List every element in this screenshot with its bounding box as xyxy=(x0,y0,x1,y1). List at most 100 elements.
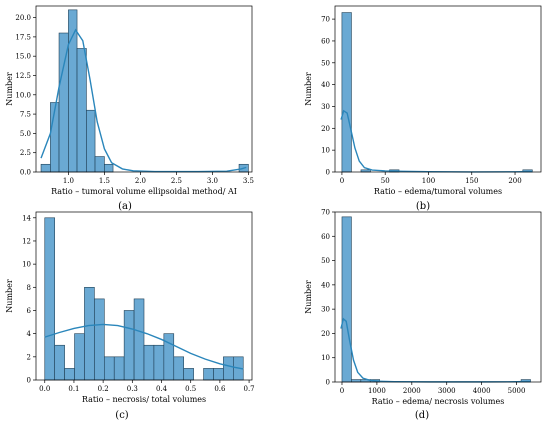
y-tick-label: 0 xyxy=(326,379,330,387)
panel-a: (a) 1.0 1.5 2.0 2.5 3.0 3.5 0.0 2.5 5.0 7.5 10.0 12… xyxy=(5,5,254,212)
y-tick-label: 30 xyxy=(321,306,330,314)
y-tick-label: 10 xyxy=(321,354,330,362)
y-tick-label: 2 xyxy=(27,353,31,361)
y-tick-label: 17.5 xyxy=(15,33,31,41)
y-tick-label: 60 xyxy=(321,233,330,241)
x-tick-label: 0.3 xyxy=(127,385,138,393)
histogram-bar xyxy=(40,163,51,173)
y-tick-label: 0 xyxy=(27,377,31,385)
axes-frame xyxy=(334,211,542,383)
y-tick-label: 8 xyxy=(27,284,31,292)
x-tick-label: 0 xyxy=(340,387,344,395)
axes-frame xyxy=(334,5,542,173)
x-tick-label: 1.5 xyxy=(99,177,110,185)
x-tick-label: 0.2 xyxy=(98,385,109,393)
axes-frame xyxy=(35,211,253,381)
panel-c-caption: (c) xyxy=(115,410,129,421)
y-axis-label: Number xyxy=(5,72,14,106)
x-tick-label: 0.1 xyxy=(68,385,79,393)
y-tick-label: 10.0 xyxy=(15,91,31,99)
y-tick-label: 70 xyxy=(321,16,330,24)
y-tick-label: 40 xyxy=(321,81,330,89)
histogram-bar xyxy=(113,356,125,381)
y-tick-label: 20 xyxy=(321,125,330,133)
y-tick-label: 6 xyxy=(27,307,32,315)
histogram-bar xyxy=(351,379,362,383)
x-axis-label: Ratio – edema/tumoral volumes xyxy=(374,187,502,196)
x-tick-label: 2.5 xyxy=(171,177,182,185)
histogram-bar xyxy=(84,287,95,381)
y-tick-label: 20 xyxy=(321,330,330,338)
histogram-bar xyxy=(86,109,96,173)
y-tick-label: 4 xyxy=(27,330,32,338)
histogram-bar xyxy=(54,344,65,381)
y-tick-label: 50 xyxy=(321,257,330,265)
x-tick-label: 2.0 xyxy=(135,177,146,185)
y-tick-label: 20.0 xyxy=(15,14,31,22)
y-tick-label: 10 xyxy=(321,147,330,155)
histogram-bar xyxy=(341,12,352,173)
y-tick-label: 12.5 xyxy=(15,72,31,80)
x-tick-label: 1.0 xyxy=(63,177,74,185)
x-tick-label: 0.4 xyxy=(156,385,168,393)
y-tick-label: 60 xyxy=(321,37,330,45)
kde-curve xyxy=(340,109,533,173)
y-tick-label: 50 xyxy=(321,59,330,67)
histogram-bar xyxy=(104,163,114,173)
histogram-bar xyxy=(341,216,352,383)
panel-d: (d) 0 1000 2000 3000 4000 5000 0 10 20 30 40 50 60 70… xyxy=(304,209,542,421)
histogram-bar xyxy=(76,48,87,173)
histogram-bar xyxy=(74,333,85,381)
x-tick-label: 1000 xyxy=(368,387,386,395)
x-tick-label: 200 xyxy=(508,177,521,185)
y-tick-label: 70 xyxy=(321,209,330,217)
panel-b: (b) 0 50 100 150 200 0 10 20 30 40 50 60 70 Ratio – e… xyxy=(304,5,542,212)
y-axis-label: Number xyxy=(304,280,313,314)
x-axis-label: Ratio – edema/ necrosis volumes xyxy=(372,397,505,406)
histogram-bar xyxy=(104,356,115,381)
y-axis-label: Number xyxy=(5,279,14,313)
x-tick-label: 3.0 xyxy=(207,177,218,185)
histogram-bar xyxy=(68,9,78,173)
y-tick-label: 12 xyxy=(22,237,31,245)
histogram-bar xyxy=(143,344,155,381)
histogram-bar xyxy=(153,344,165,381)
y-tick-label: 5.0 xyxy=(20,130,31,138)
x-tick-label: 0 xyxy=(340,177,344,185)
histogram-bar xyxy=(223,356,234,381)
y-tick-label: 7.5 xyxy=(20,111,31,119)
y-tick-label: 2.5 xyxy=(20,149,31,157)
y-tick-label: 10 xyxy=(22,261,31,269)
y-tick-label: 30 xyxy=(321,103,330,111)
x-tick-label: 0.6 xyxy=(214,385,226,393)
x-tick-label: 3.5 xyxy=(243,177,254,185)
y-axis-label: Number xyxy=(304,72,313,106)
x-tick-label: 150 xyxy=(465,177,478,185)
x-tick-label: 5000 xyxy=(508,387,526,395)
axes-frame xyxy=(35,5,253,173)
histogram-bar xyxy=(183,368,194,381)
histogram-bar xyxy=(173,356,184,381)
histogram-bar xyxy=(123,310,135,381)
kde-curve xyxy=(40,28,247,173)
x-tick-label: 3000 xyxy=(438,387,456,395)
kde-curve xyxy=(44,323,244,370)
panel-b-caption: (b) xyxy=(416,201,430,212)
histogram-bar xyxy=(94,298,105,381)
y-tick-label: 0.0 xyxy=(20,169,31,177)
panel-c: (c) 0.0 0.1 0.2 0.3 0.4 0.5 0.6 0.7 0 2 4 6 8 10 12 14 R… xyxy=(5,211,255,421)
histogram-bar xyxy=(133,298,145,381)
x-tick-label: 100 xyxy=(422,177,435,185)
y-tick-label: 14 xyxy=(22,214,31,222)
x-tick-label: 0.7 xyxy=(244,385,255,393)
panel-d-caption: (d) xyxy=(415,410,429,421)
kde-curve xyxy=(340,317,531,383)
x-axis-label: Ratio – necrosis/ total volumes xyxy=(82,395,206,404)
x-axis-label: Ratio – tumoral volume ellipsoidal metho… xyxy=(51,187,237,196)
histogram-bar xyxy=(203,368,214,381)
y-tick-label: 15.0 xyxy=(15,53,31,61)
x-tick-label: 0.5 xyxy=(185,385,196,393)
x-tick-label: 50 xyxy=(381,177,390,185)
histogram-bar xyxy=(213,368,224,381)
